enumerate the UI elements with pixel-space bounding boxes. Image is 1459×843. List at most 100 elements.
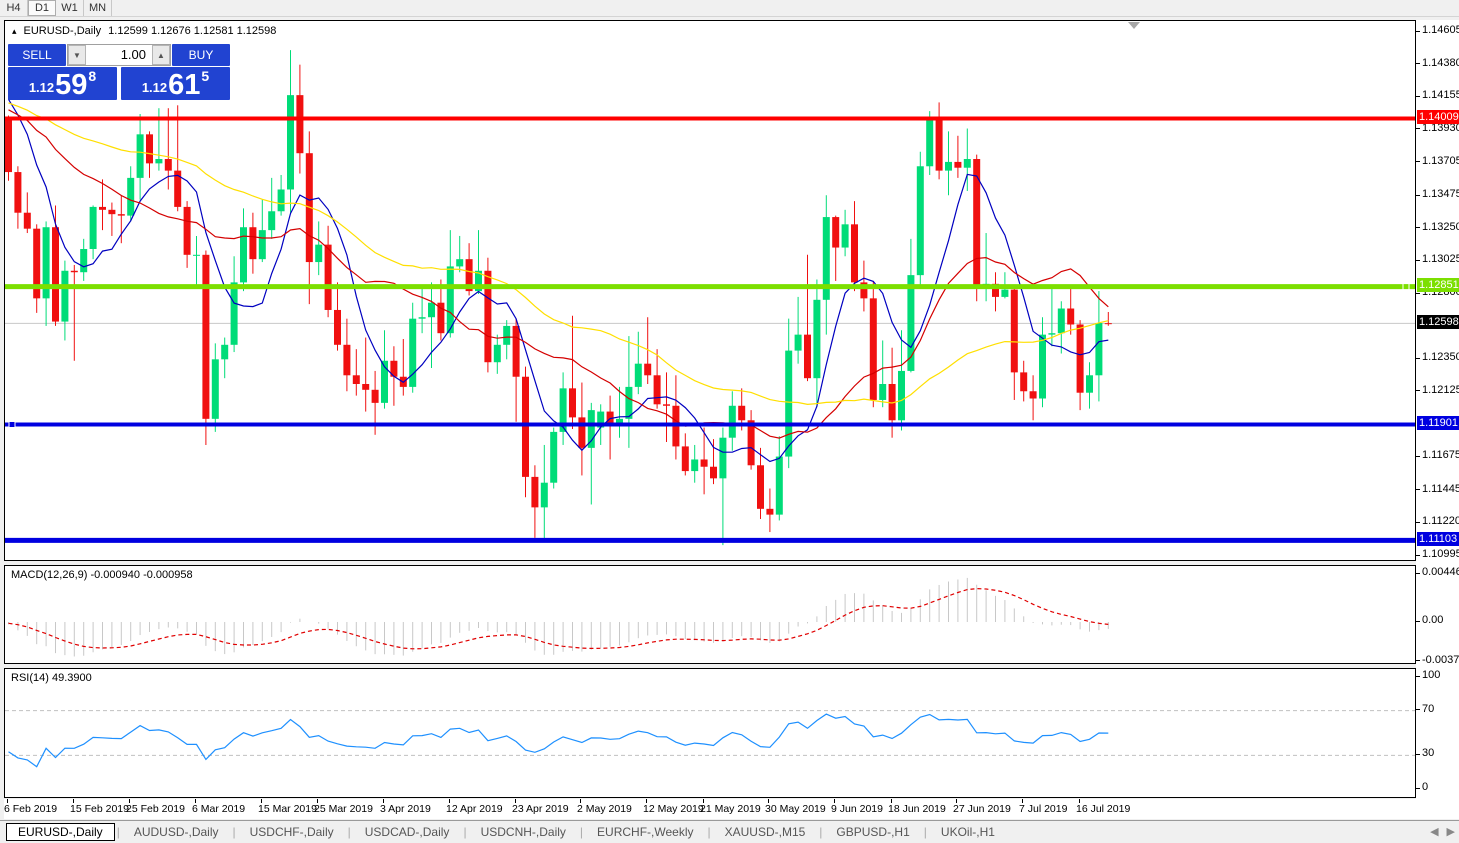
date-label: 15 Mar 2019 [258,803,317,815]
chart-tab-eurusd-daily[interactable]: EURUSD-,Daily [6,823,115,841]
date-label: 6 Feb 2019 [4,803,58,815]
tab-separator: | [923,825,927,839]
axis-tick [1416,260,1420,261]
chart-tab-gbpusd-h1[interactable]: GBPUSD-,H1 [836,825,910,839]
timeframe-button-mn[interactable]: MN [84,0,112,16]
date-tick [73,799,74,803]
macd-canvas[interactable] [5,566,1415,663]
date-label: 27 Jun 2019 [953,803,1011,815]
axis-tick [1416,754,1420,755]
chart-tab-ukoil-h1[interactable]: UKOil-,H1 [940,825,995,839]
buy-price-button[interactable]: 1.12 61 5 [121,67,230,100]
axis-tick [1416,293,1420,294]
axis-tick [1416,489,1420,490]
axis-tick [1416,161,1420,162]
tab-separator: | [819,825,823,839]
chart-tab-bar: EURUSD-,Daily | AUDUSD-,Daily | USDCHF-,Dail… [0,820,1459,843]
axis-tick [1416,63,1420,64]
tab-scroll-right-icon[interactable]: ▶ [1446,826,1455,838]
axis-tick [1416,31,1420,32]
date-tick [1079,799,1080,803]
rsi-panel[interactable]: RSI(14) 49.3900 [4,668,1416,798]
date-axis[interactable]: 6 Feb 2019 15 Feb 2019 25 Feb 2019 6 Mar 20… [4,799,1416,819]
date-tick [703,799,704,803]
macd-signal-line [8,587,1109,650]
chart-tab-usdchf-daily[interactable]: USDCHF-,Daily [249,825,334,839]
rsi-line [8,713,1109,768]
axis-tick [1416,522,1420,523]
axis-tick [1416,555,1420,556]
price-label: 1.11445 [1422,483,1459,495]
moving-averages-layer [7,98,1109,463]
panel-collapse-icon[interactable]: ▴ [12,25,17,36]
hline-price-badge: 1.11103 [1417,532,1459,546]
date-tick [129,799,130,803]
buy-price-prefix: 1.12 [141,80,168,95]
one-click-trade-panel: SELL ▼ 1.00 ▲ BUY 1.12 59 8 1.12 61 5 [8,44,230,100]
timeframe-button-h4[interactable]: H4 [0,0,28,16]
rsi-scale-label: 100 [1422,669,1441,681]
volume-down-icon[interactable]: ▼ [68,45,86,65]
volume-stepper[interactable]: ▼ 1.00 ▲ [67,44,171,66]
volume-up-icon[interactable]: ▲ [152,45,170,65]
hline-price-badge: 1.11901 [1417,416,1459,430]
sell-price-big: 59 [55,69,88,101]
price-label: 1.12350 [1422,351,1459,363]
macd-label: MACD(12,26,9) -0.000940 -0.000958 [11,569,193,581]
sell-button[interactable]: SELL [8,44,66,66]
date-tick [891,799,892,803]
price-label: 1.14380 [1422,57,1459,69]
chart-tab-xauusd-m15[interactable]: XAUUSD-,M15 [724,825,806,839]
axis-tick [1416,573,1420,574]
date-label: 7 Jul 2019 [1019,803,1068,815]
date-label: 12 Apr 2019 [446,803,503,815]
timeframe-button-d1[interactable]: D1 [28,0,56,16]
rsi-canvas[interactable] [5,669,1415,797]
chart-tab-usdcad-daily[interactable]: USDCAD-,Daily [364,825,450,839]
macd-scale-label: 0.004465 [1422,566,1459,578]
tab-separator: | [707,825,711,839]
timeframe-toolbar: H4 D1 W1 MN [0,0,1459,17]
sell-price-button[interactable]: 1.12 59 8 [8,67,117,100]
date-label: 15 Feb 2019 [70,803,129,815]
price-label: 1.13250 [1422,221,1459,233]
price-label: 1.13705 [1422,155,1459,167]
main-chart-panel[interactable] [4,20,1416,561]
tab-separator: | [463,825,467,839]
axis-tick [1416,128,1420,129]
sell-price-prefix: 1.12 [28,80,55,95]
rsi-scale-label: 30 [1422,747,1435,759]
buy-price-sup: 5 [201,68,210,84]
rsi-label: RSI(14) 49.3900 [11,672,92,684]
volume-input[interactable]: 1.00 [120,47,146,62]
timeframe-button-w1[interactable]: W1 [56,0,84,16]
date-label: 12 May 2019 [643,803,704,815]
macd-histogram [8,577,1109,657]
chart-tab-eurchf-weekly[interactable]: EURCHF-,Weekly [597,825,694,839]
chart-tab-usdcnh-daily[interactable]: USDCNH-,Daily [480,825,566,839]
price-label: 1.13930 [1422,122,1459,134]
date-tick [449,799,450,803]
macd-panel[interactable]: MACD(12,26,9) -0.000940 -0.000958 [4,565,1416,664]
tab-scroll-left-icon[interactable]: ◀ [1430,826,1439,838]
main-chart-canvas[interactable] [5,21,1415,560]
chart-tab-audusd-daily[interactable]: AUDUSD-,Daily [133,825,219,839]
rsi-scale-label: 0 [1422,781,1429,793]
axis-tick [1416,358,1420,359]
axis-tick [1416,621,1420,622]
price-label: 1.13475 [1422,188,1459,200]
price-label: 1.10995 [1422,548,1459,560]
date-tick [261,799,262,803]
date-tick [768,799,769,803]
buy-button[interactable]: BUY [172,44,230,66]
price-label: 1.11675 [1422,449,1459,461]
price-axis[interactable]: 1.14605 1.14380 1.14155 1.13930 1.13705 1.134… [1416,20,1459,819]
tab-separator: | [232,825,236,839]
price-label: 1.14155 [1422,89,1459,101]
macd-scale-label: 0.00 [1422,614,1444,626]
macd-scale-label: -0.003715 [1422,654,1459,666]
chart-shift-marker-icon[interactable] [1128,22,1140,29]
date-label: 25 Mar 2019 [314,803,373,815]
date-tick [1022,799,1023,803]
sell-price-sup: 8 [88,68,97,84]
